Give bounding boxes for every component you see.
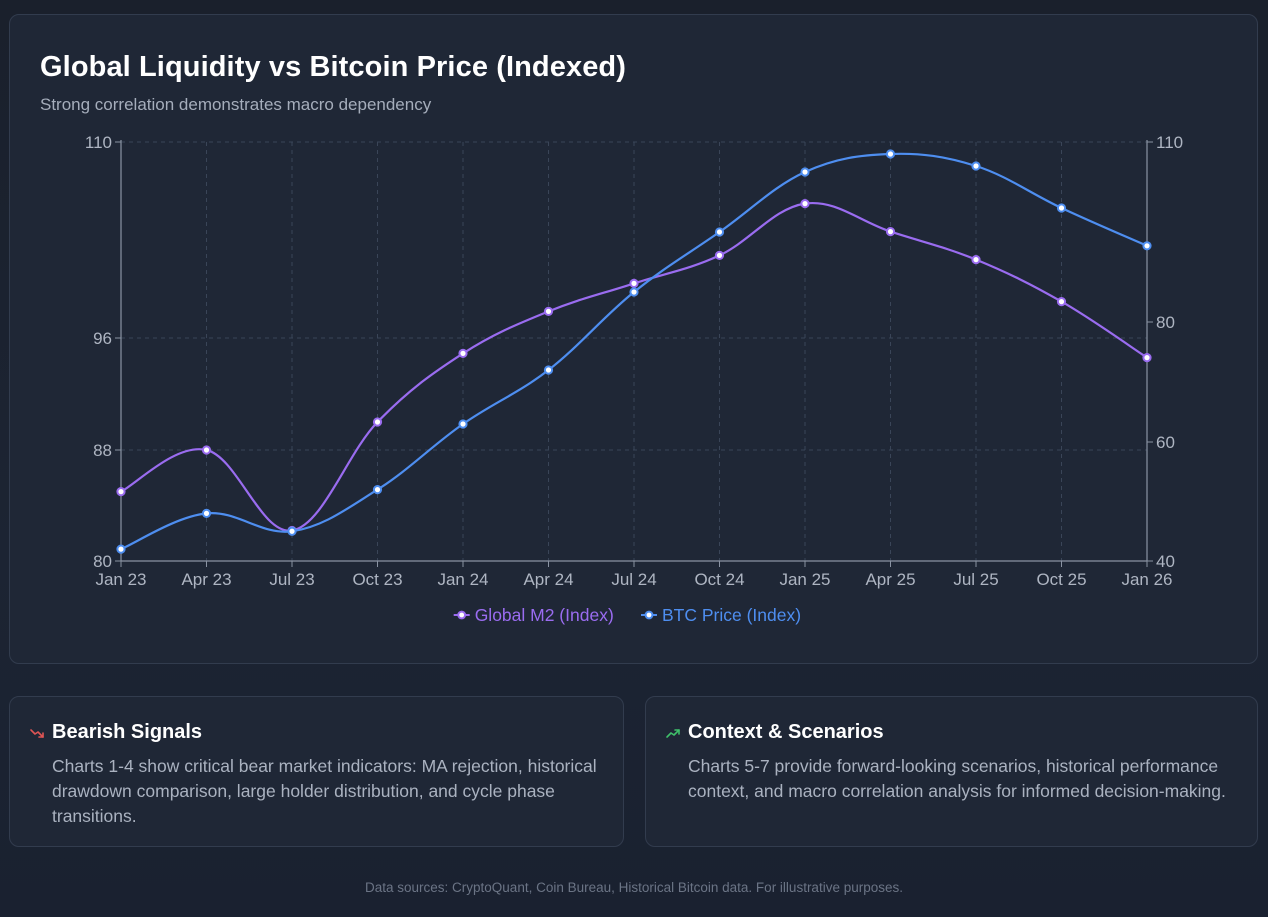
btc-data-point — [971, 161, 981, 171]
legend-m2-dot — [457, 610, 467, 620]
chart-card: Global Liquidity vs Bitcoin Price (Index… — [9, 14, 1258, 664]
m2-data-point — [885, 227, 896, 237]
btc-data-point — [714, 227, 725, 237]
m2-data-point — [458, 348, 468, 358]
btc-data-point — [201, 508, 212, 518]
m2-data-point — [1056, 297, 1067, 307]
btc-data-point — [1056, 203, 1067, 213]
data-sources-note: Data sources: CryptoQuant, Coin Bureau, … — [365, 880, 903, 895]
context-scenarios-card: Context & Scenarios Charts 5-7 provide f… — [645, 696, 1258, 847]
x-axis-tick-label: Jan 23 — [95, 570, 146, 589]
btc-data-point — [885, 149, 896, 159]
btc-data-point — [458, 419, 468, 429]
right-axis-tick-label: 40 — [1156, 552, 1175, 571]
bearish-signals-text: Charts 1-4 show critical bear market ind… — [52, 756, 597, 826]
context-scenarios-title: Context & Scenarios — [688, 721, 884, 743]
x-axis-tick-label: Oct 25 — [1036, 570, 1086, 589]
x-axis-tick-label: Jan 25 — [779, 570, 830, 589]
chart-subtitle: Strong correlation demonstrates macro de… — [40, 95, 432, 114]
left-axis-tick-label: 110 — [85, 133, 112, 152]
btc-data-point — [116, 544, 126, 554]
x-axis-tick-label: Oct 23 — [352, 570, 402, 589]
context-scenarios-text: Charts 5-7 provide forward-looking scena… — [688, 756, 1226, 801]
x-axis-tick-label: Apr 23 — [181, 570, 231, 589]
m2-data-point — [543, 306, 554, 316]
m2-data-point — [116, 487, 126, 497]
chart-title: Global Liquidity vs Bitcoin Price (Index… — [40, 51, 626, 83]
x-axis-tick-label: Jul 24 — [611, 570, 656, 589]
left-axis-tick-label: 96 — [93, 329, 112, 348]
legend-m2-label: Global M2 (Index) — [475, 605, 614, 625]
trend-down-icon — [30, 729, 44, 738]
right-axis-tick-label: 60 — [1156, 433, 1175, 452]
m2-data-point — [800, 199, 810, 209]
right-axis-tick-label: 110 — [1156, 133, 1183, 152]
x-axis-tick-label: Jul 23 — [269, 570, 314, 589]
m2-data-point — [971, 255, 981, 265]
x-axis-tick-label: Jan 26 — [1121, 570, 1172, 589]
right-axis-tick-label: 80 — [1156, 313, 1175, 332]
btc-data-point — [800, 167, 810, 177]
x-axis-tick-label: Apr 25 — [865, 570, 915, 589]
btc-data-point — [372, 485, 383, 495]
btc-data-point — [543, 365, 554, 375]
m2-data-point — [714, 250, 725, 260]
btc-data-point — [287, 526, 297, 536]
x-axis-tick-label: Apr 24 — [523, 570, 573, 589]
x-axis-tick-label: Oct 24 — [694, 570, 744, 589]
btc-data-point — [1142, 241, 1152, 251]
trend-up-icon — [666, 729, 680, 738]
m2-data-point — [1142, 353, 1152, 363]
bearish-signals-title: Bearish Signals — [52, 721, 203, 743]
m2-data-point — [372, 417, 383, 427]
x-axis-tick-label: Jan 24 — [437, 570, 488, 589]
legend-btc-dot — [644, 610, 654, 620]
m2-data-point — [629, 278, 639, 288]
left-axis-tick-label: 88 — [93, 441, 112, 460]
m2-data-point — [201, 445, 212, 455]
liquidity-btc-line-chart: 110 96 88 80 110 80 60 40 Jan 23 Apr 23 Jul 23 Oct … — [85, 133, 1183, 625]
left-axis-tick-label: 80 — [93, 552, 112, 571]
bearish-signals-card: Bearish Signals Charts 1-4 show critical… — [9, 696, 624, 847]
btc-data-point — [629, 287, 639, 297]
legend-btc-label: BTC Price (Index) — [662, 605, 801, 625]
x-axis-tick-label: Jul 25 — [953, 570, 998, 589]
